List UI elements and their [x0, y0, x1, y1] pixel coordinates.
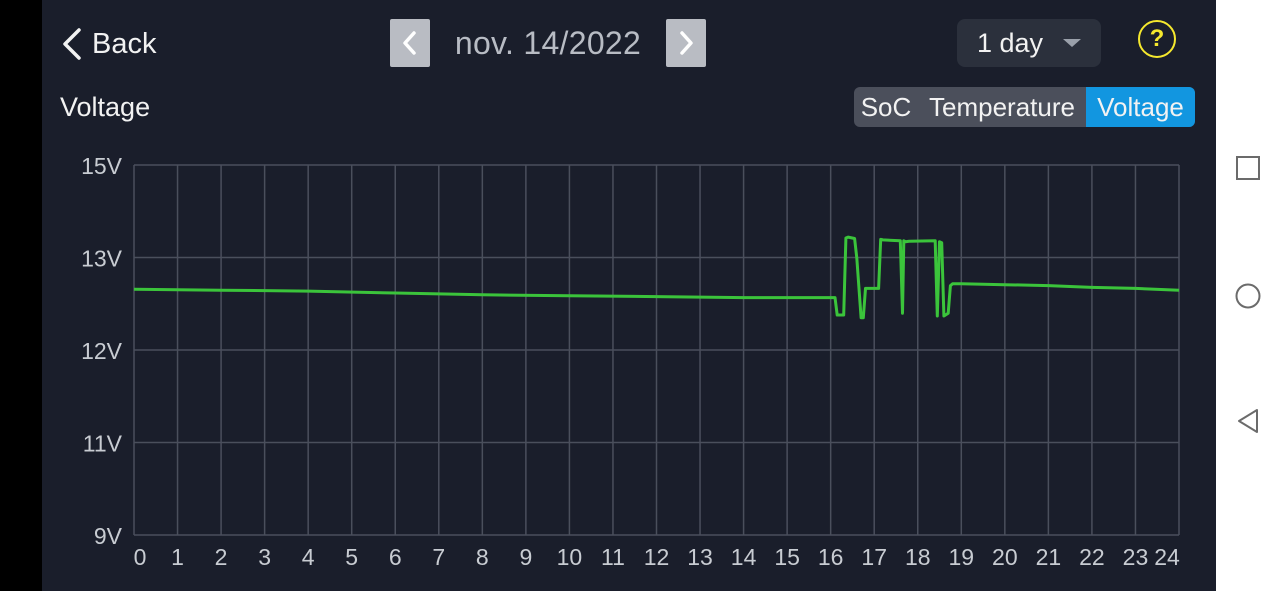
x-tick-label: 19 — [948, 544, 974, 570]
tab-soc[interactable]: SoC — [860, 91, 912, 122]
x-tick-label: 11 — [601, 544, 625, 570]
home-icon[interactable] — [1216, 282, 1280, 310]
chevron-right-icon — [680, 31, 693, 55]
x-tick-label: 2 — [215, 544, 228, 570]
date-label: nov. 14/2022 — [454, 24, 642, 61]
period-dropdown[interactable]: 1 day — [957, 19, 1101, 67]
previous-day-button[interactable] — [390, 19, 430, 67]
y-tick-label: 15V — [81, 153, 123, 179]
system-navigation-bar — [1216, 0, 1280, 591]
x-tick-label: 6 — [389, 544, 402, 570]
x-tick-label: 16 — [818, 544, 844, 570]
tab-voltage[interactable]: Voltage — [1086, 87, 1195, 127]
x-tick-label: 18 — [905, 544, 931, 570]
x-tick-label: 23 — [1123, 544, 1149, 570]
x-tick-label: 13 — [687, 544, 713, 570]
chevron-left-icon — [403, 31, 416, 55]
back-label: Back — [92, 27, 157, 60]
caret-down-icon — [1063, 39, 1081, 47]
x-tick-label: 24 — [1154, 544, 1180, 570]
x-axis-ticks: 0 1 2 3 4 5 6 7 8 9 10 11 12 13 14 15 16 17 18 19 20 21 22 23 24 — [134, 544, 1180, 570]
metric-tabs: SoC Temperature Voltage — [854, 87, 1195, 127]
tab-temperature[interactable]: Temperature — [929, 91, 1075, 122]
x-tick-label: 8 — [476, 544, 489, 570]
back-button[interactable]: Back — [62, 22, 156, 66]
back-triangle-icon[interactable] — [1216, 407, 1280, 435]
x-tick-label: 17 — [861, 544, 887, 570]
x-tick-label: 14 — [731, 544, 757, 570]
help-label: ? — [1149, 25, 1165, 52]
x-tick-label: 9 — [519, 544, 532, 570]
question-circle-icon[interactable]: ? — [1138, 20, 1176, 58]
date-navigator: nov. 14/2022 — [390, 19, 706, 67]
x-tick-label: 22 — [1079, 544, 1105, 570]
next-day-button[interactable] — [666, 19, 706, 67]
x-tick-label: 20 — [992, 544, 1018, 570]
x-tick-label: 15 — [774, 544, 800, 570]
x-tick-label: 7 — [432, 544, 445, 570]
y-tick-label: 12V — [81, 338, 123, 364]
x-tick-label: 10 — [557, 544, 583, 570]
x-tick-label: 0 — [134, 544, 147, 570]
voltage-series-line — [133, 235, 1180, 320]
y-tick-label: 13V — [81, 246, 123, 272]
x-tick-label: 4 — [302, 544, 315, 570]
x-tick-label: 21 — [1036, 544, 1062, 570]
y-axis-ticks: 15V 13V 12V 11V 9V — [81, 153, 123, 549]
x-tick-label: 5 — [345, 544, 358, 570]
period-value: 1 day — [977, 27, 1044, 58]
x-tick-label: 1 — [171, 544, 184, 570]
y-tick-label: 9V — [94, 523, 123, 549]
section-title: Voltage — [60, 92, 151, 122]
recent-apps-icon[interactable] — [1216, 155, 1280, 181]
app-screen: Back nov. 14/2022 1 day ? Voltage SoC Te… — [42, 0, 1216, 591]
y-tick-label: 11V — [83, 431, 123, 457]
x-tick-label: 3 — [258, 544, 271, 570]
chart-grid — [133, 164, 1180, 536]
chevron-left-icon — [63, 28, 81, 60]
x-tick-label: 12 — [644, 544, 670, 570]
